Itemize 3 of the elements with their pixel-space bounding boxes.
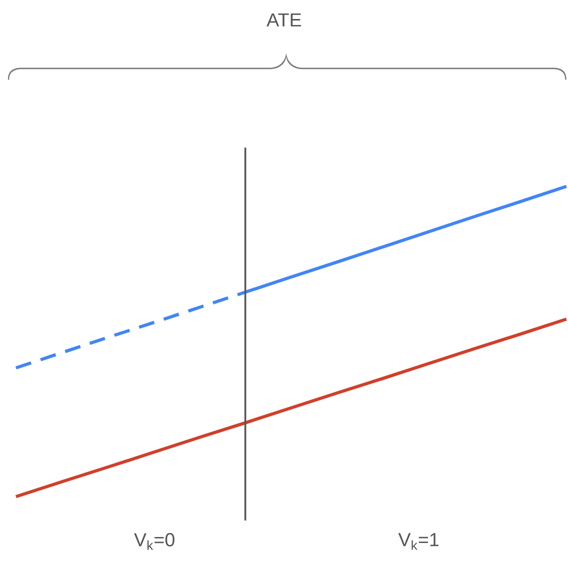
text: V$_{k}$=0 <box>134 532 174 550</box>
text: V$_{k}$=1 <box>398 532 438 550</box>
text: ATE <box>266 13 302 26</box>
